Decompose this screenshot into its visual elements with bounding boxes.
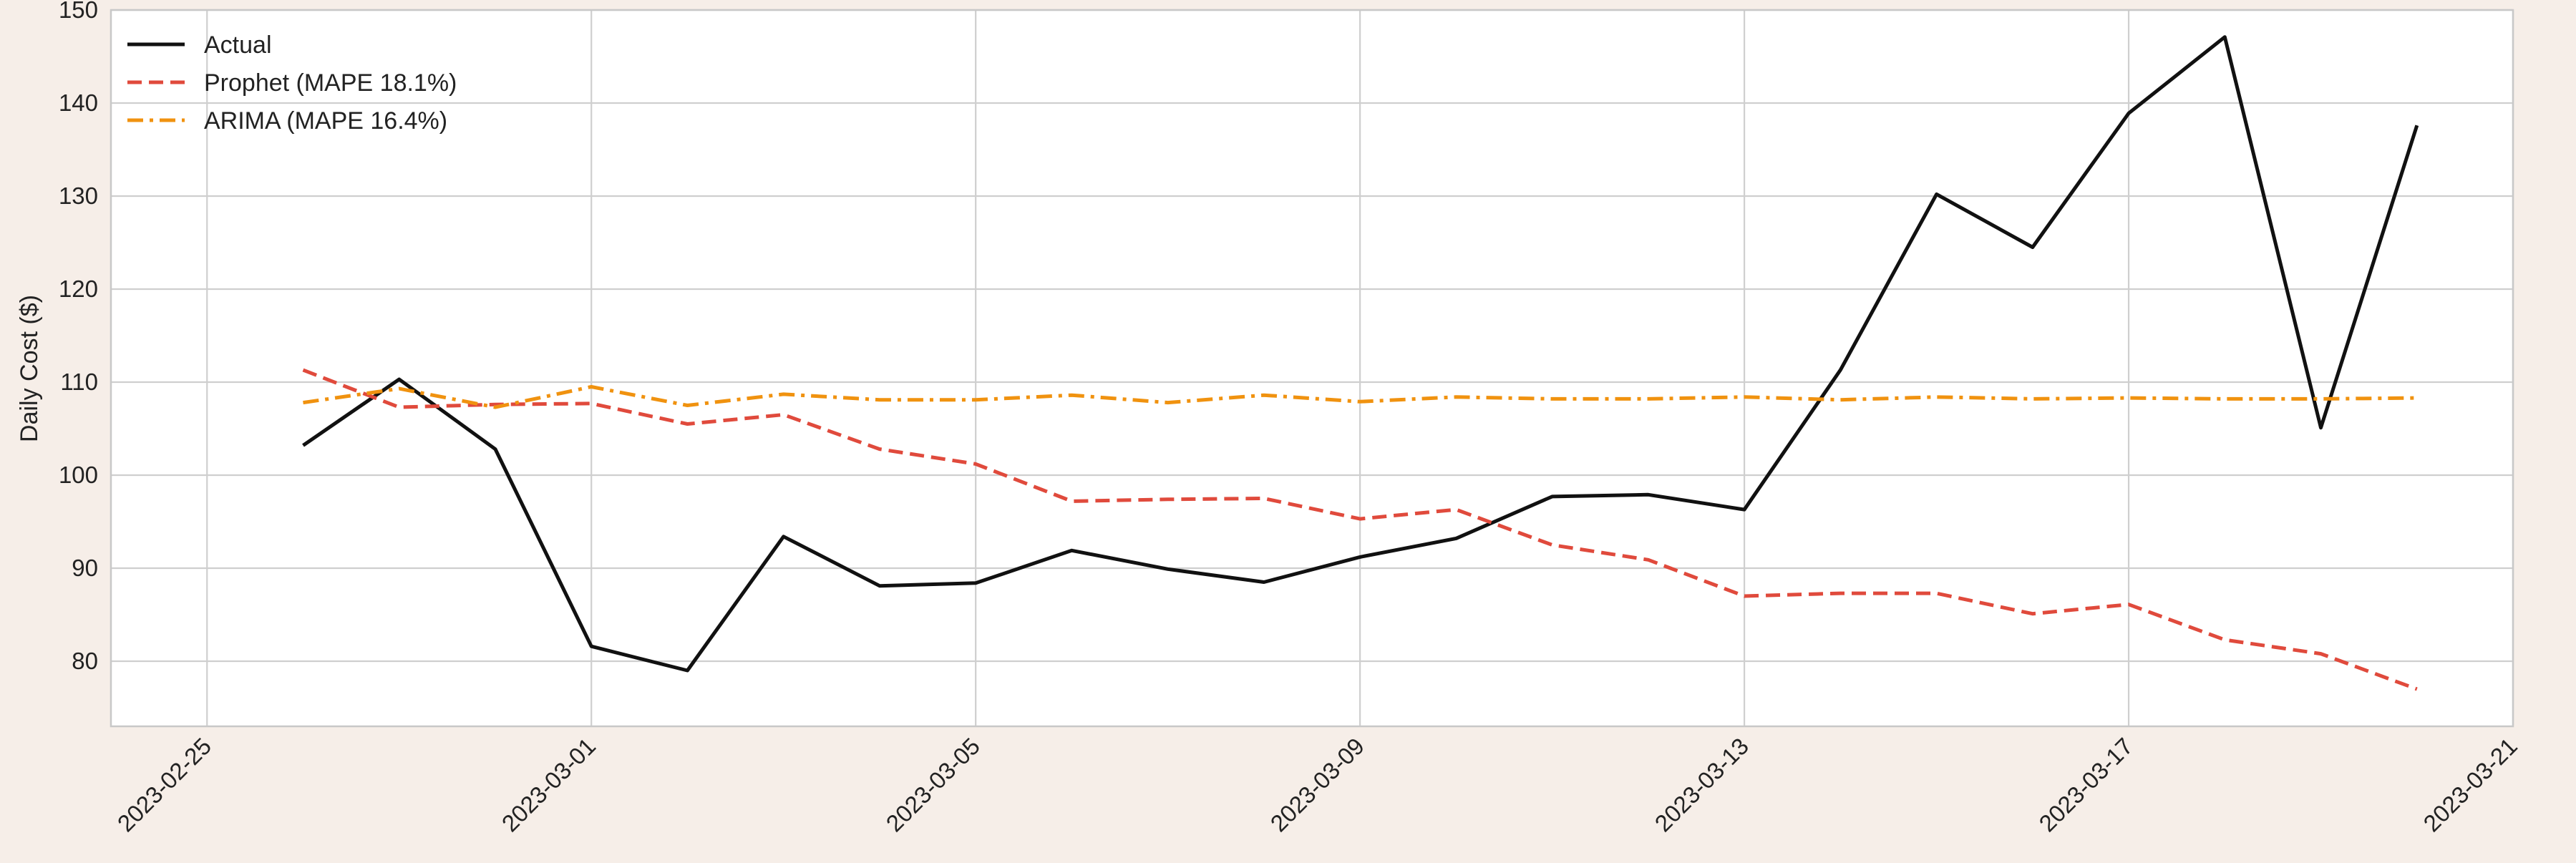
legend-label: ARIMA (MAPE 16.4%) [204, 107, 447, 135]
y-tick-label: 110 [60, 369, 98, 395]
series-layer [302, 35, 2419, 691]
legend: Actual Prophet (MAPE 18.1%) ARIMA (MAPE 16… [127, 31, 457, 135]
plot-frame [110, 9, 2514, 728]
y-tick-label: 90 [72, 555, 98, 581]
y-axis-label: Daily Cost ($) [16, 295, 43, 442]
legend-label: Actual [204, 31, 272, 59]
y-tick-label: 100 [59, 462, 98, 488]
y-tick-label: 120 [59, 276, 98, 302]
y-tick-label: 150 [59, 0, 98, 23]
legend-label: Prophet (MAPE 18.1%) [204, 69, 457, 97]
series-line-prophet [302, 368, 2418, 691]
y-tick-label: 140 [59, 89, 98, 116]
y-tick-label: 130 [59, 182, 98, 209]
series-line-arima [303, 385, 2417, 409]
series-line-actual [302, 35, 2419, 673]
plot-area [111, 10, 2513, 726]
y-tick-label: 80 [72, 648, 98, 674]
y-tick-labels: 80 90 100 110 120 130 140 150 [59, 0, 98, 674]
